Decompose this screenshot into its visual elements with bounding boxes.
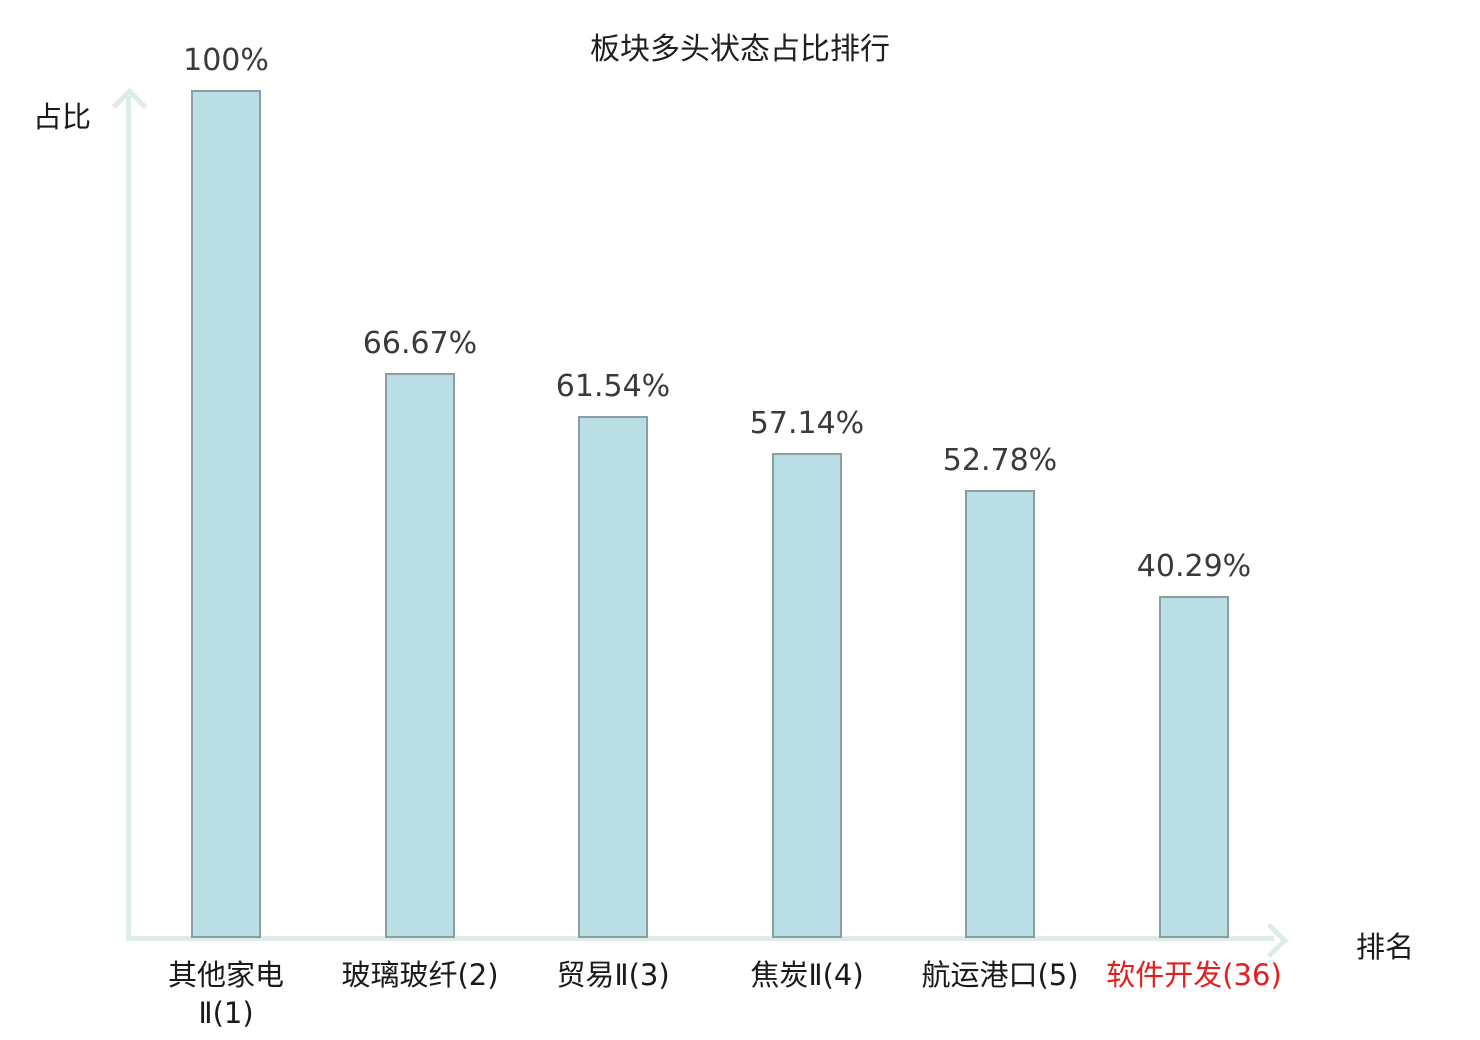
bar-value-label: 100% bbox=[183, 43, 269, 78]
x-axis-label: 排名 bbox=[1356, 930, 1415, 964]
chart-title: 板块多头状态占比排行 bbox=[590, 32, 890, 67]
y-axis-label: 占比 bbox=[33, 100, 92, 134]
bar-value-label: 57.14% bbox=[749, 406, 865, 441]
bar-value-label: 66.67% bbox=[362, 326, 478, 361]
bar-category-label: 焦炭Ⅱ(4) bbox=[750, 958, 864, 992]
bar-category-label: 玻璃玻纤(2) bbox=[341, 958, 499, 992]
bar bbox=[191, 90, 261, 938]
bar-category-label: 软件开发(36) bbox=[1106, 958, 1282, 992]
bar bbox=[772, 453, 842, 938]
bar-category-label: 其他家电 Ⅱ(1) bbox=[167, 958, 284, 1031]
y-axis-arrow-icon bbox=[111, 87, 148, 124]
bar bbox=[1159, 596, 1229, 938]
y-axis-line bbox=[126, 96, 131, 940]
bar-value-label: 52.78% bbox=[942, 443, 1058, 478]
bar-category-label: 贸易Ⅱ(3) bbox=[556, 958, 670, 992]
bar bbox=[965, 490, 1035, 938]
bar bbox=[578, 416, 648, 938]
x-axis-line bbox=[126, 936, 1274, 941]
bar-value-label: 61.54% bbox=[555, 369, 671, 404]
bar bbox=[385, 373, 455, 938]
bar-category-label: 航运港口(5) bbox=[921, 958, 1079, 992]
x-axis-arrow-icon bbox=[1252, 922, 1289, 959]
bar-value-label: 40.29% bbox=[1136, 549, 1252, 584]
